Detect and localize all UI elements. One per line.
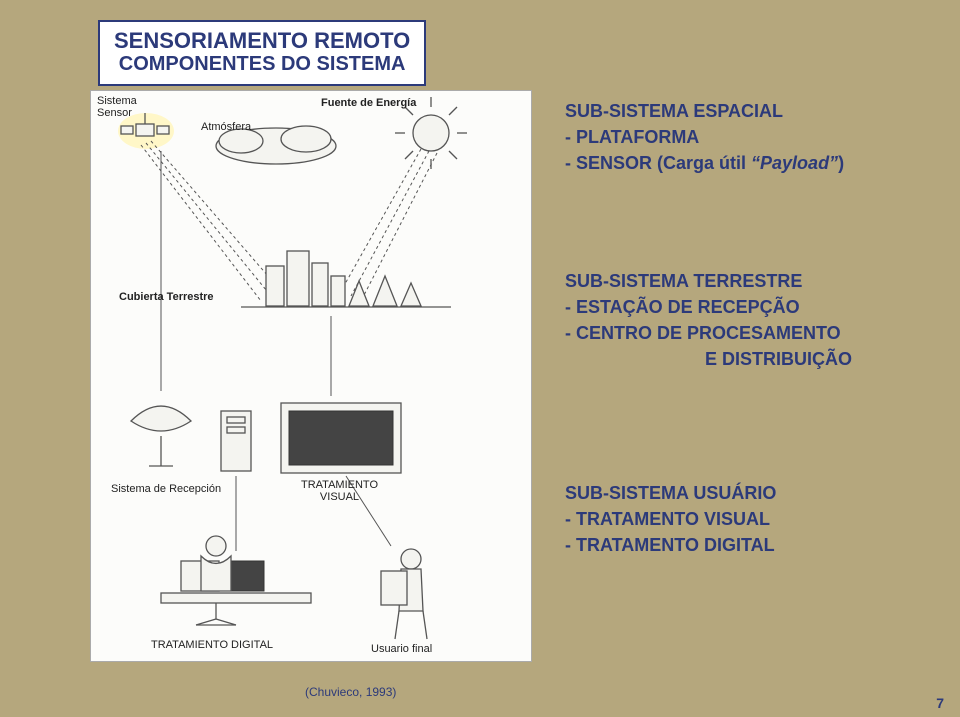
block-espacial-item-1: - SENSOR (Carga útil “Payload”) [565,150,844,176]
block-terrestre-item-1b: E DISTRIBUIÇÃO [565,346,852,372]
block-usuario-item-0: - TRATAMENTO VISUAL [565,506,776,532]
title-line-2: COMPONENTES DO SISTEMA [114,53,410,76]
block-usuario-item-1: - TRATAMENTO DIGITAL [565,532,776,558]
fig-label-usuario-final: Usuario final [371,643,432,655]
block-terrestre: SUB-SISTEMA TERRESTRE - ESTAÇÃO DE RECEP… [565,268,852,372]
block-terrestre-item-1: - CENTRO DE PROCESAMENTO [565,320,852,346]
citation-text: (Chuvieco, 1993) [305,685,396,699]
diagram-figure: Sistema Sensor Atmósfera Fuente de Energ… [90,90,532,662]
fig-label-cubierta-terrestre: Cubierta Terrestre [119,291,214,303]
block-terrestre-heading: SUB-SISTEMA TERRESTRE [565,268,852,294]
block-espacial-item-0: - PLATAFORMA [565,124,844,150]
page-number: 7 [936,695,944,711]
fig-label-atmosfera: Atmósfera [201,121,251,133]
slide: SENSORIAMENTO REMOTO COMPONENTES DO SIST… [0,0,960,717]
block-usuario-heading: SUB-SISTEMA USUÁRIO [565,480,776,506]
fig-label-sistema-sensor: Sistema Sensor [97,95,137,119]
block-espacial: SUB-SISTEMA ESPACIAL - PLATAFORMA - SENS… [565,98,844,176]
fig-label-fuente-energia: Fuente de Energía [321,97,416,109]
block-terrestre-item-0: - ESTAÇÃO DE RECEPÇÃO [565,294,852,320]
fig-label-tratamiento-digital: TRATAMIENTO DIGITAL [151,639,273,651]
fig-label-sistema-recepcion: Sistema de Recepción [111,483,221,495]
title-line-1: SENSORIAMENTO REMOTO [114,28,410,53]
fig-label-tratamiento-visual: TRATAMIENTO VISUAL [301,479,378,503]
block-usuario: SUB-SISTEMA USUÁRIO - TRATAMENTO VISUAL … [565,480,776,558]
slide-title-box: SENSORIAMENTO REMOTO COMPONENTES DO SIST… [98,20,426,86]
diagram-svg [91,91,531,661]
block-espacial-heading: SUB-SISTEMA ESPACIAL [565,98,844,124]
